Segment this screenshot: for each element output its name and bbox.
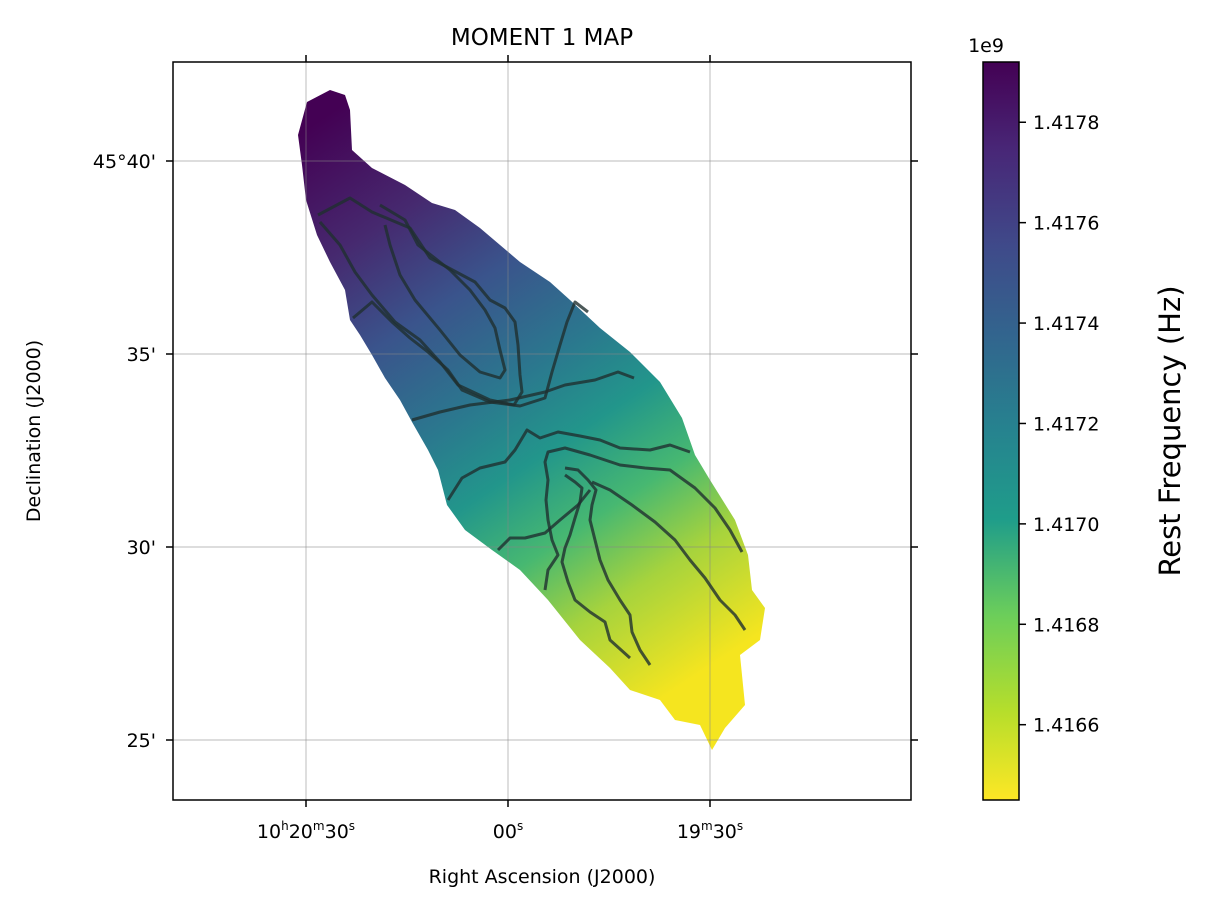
colorbar: 1e9 1.4178 1.4176 1.4174 1.4172 1.4170 1.4168…	[968, 35, 1187, 801]
colorbar-tick-label: 1.4168	[1033, 614, 1099, 636]
colorbar-tick-label: 1.4172	[1033, 413, 1099, 435]
x-tick-label: 10h20m30s	[257, 819, 355, 843]
colorbar-tick-label: 1.4166	[1033, 715, 1099, 737]
y-tick-label: 35'	[127, 344, 156, 366]
colorbar-tick-label: 1.4174	[1033, 313, 1099, 335]
colorbar-tick-label: 1.4170	[1033, 514, 1099, 536]
y-tick-labels: 45°40' 35' 30' 25'	[93, 151, 156, 752]
x-tick-labels: 10h20m30s 00s 19m30s	[257, 819, 743, 843]
colorbar-label: Rest Frequency (Hz)	[1153, 285, 1187, 576]
colorbar-gradient	[982, 61, 1020, 801]
tick-marks	[166, 55, 918, 807]
contour-lines	[317, 196, 747, 666]
y-tick-label: 45°40'	[93, 151, 156, 173]
gridlines	[173, 62, 911, 800]
x-tick-label: 19m30s	[677, 819, 743, 843]
y-axis-label: Declination (J2000)	[23, 340, 45, 522]
x-tick-label: 00s	[493, 819, 523, 843]
colorbar-ticks: 1.4178 1.4176 1.4174 1.4172 1.4170 1.4168 1.41…	[1019, 112, 1099, 737]
chart-title: MOMENT 1 MAP	[451, 25, 633, 51]
colorbar-offset-label: 1e9	[968, 35, 1004, 57]
colorbar-tick-label: 1.4176	[1033, 213, 1099, 235]
colorbar-tick-label: 1.4178	[1033, 112, 1099, 134]
y-tick-label: 30'	[127, 537, 156, 559]
plot-frame	[172, 61, 912, 801]
galaxy-image	[298, 90, 765, 750]
y-tick-label: 25'	[127, 730, 156, 752]
x-axis-label: Right Ascension (J2000)	[429, 866, 656, 888]
